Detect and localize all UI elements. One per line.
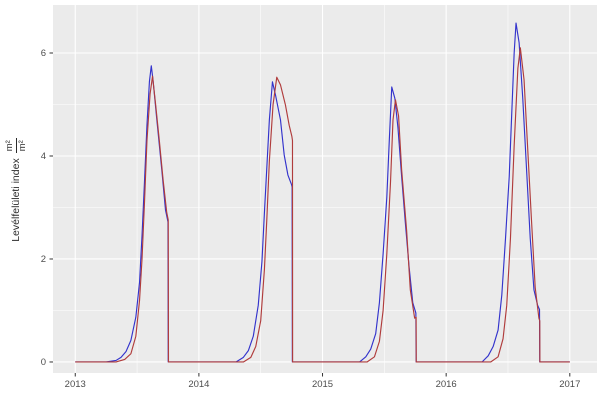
y-tick-label-4: 4	[41, 151, 46, 162]
series-line-red-series	[75, 47, 570, 363]
y-axis-title-text: Levélfelületi index	[10, 158, 22, 242]
y-axis-title: Levélfelületi index m² m²	[1, 90, 31, 290]
y-axis-unit-fraction: m² m²	[3, 138, 28, 154]
y-tick-label-2: 2	[41, 254, 46, 265]
x-tick-label-2016: 2016	[436, 379, 457, 390]
x-tick-label-2015: 2015	[312, 379, 333, 390]
y-axis-unit-numerator: m²	[3, 138, 17, 154]
y-axis-unit-denominator: m²	[16, 140, 28, 152]
y-tick-label-0: 0	[41, 357, 46, 368]
panel-background	[53, 5, 597, 373]
x-tick-label-2013: 2013	[65, 379, 86, 390]
x-tick-label-2014: 2014	[188, 379, 209, 390]
y-tick-label-6: 6	[41, 48, 46, 59]
x-tick-label-2017: 2017	[559, 379, 580, 390]
